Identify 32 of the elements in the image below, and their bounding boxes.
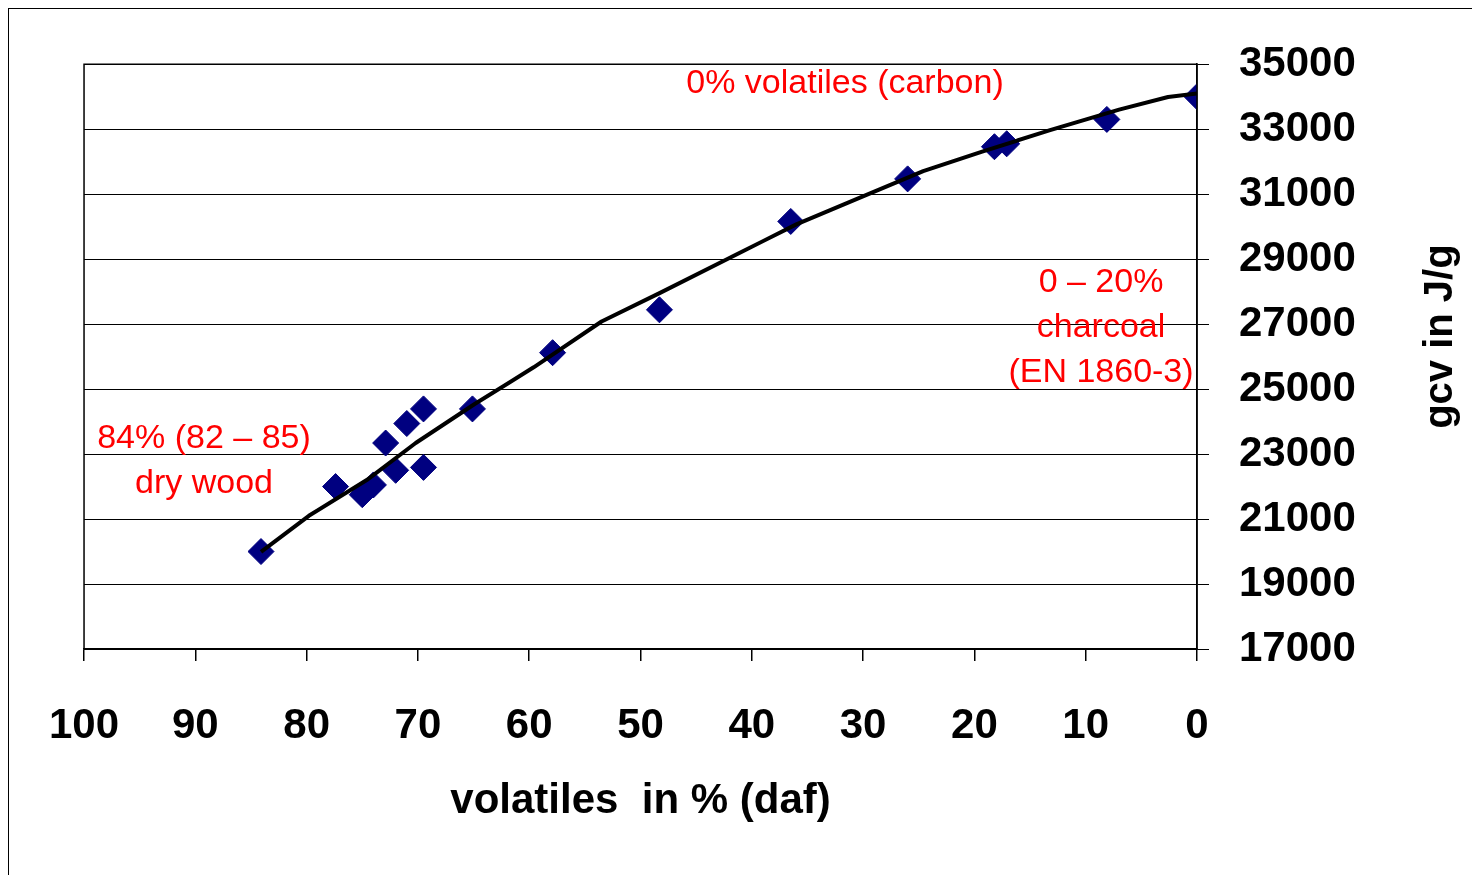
y-tick-label: 29000	[1239, 232, 1356, 280]
x-tick-label: 70	[394, 699, 442, 747]
x-tick-label: 90	[171, 699, 219, 747]
y-tick-label: 17000	[1239, 622, 1356, 670]
x-axis-title: volatiles in % (daf)	[450, 775, 831, 823]
x-tick-label: 10	[1062, 699, 1110, 747]
x-tick-label: 80	[283, 699, 330, 747]
x-tick-label: 60	[505, 699, 553, 747]
y-axis-title: gcv in J/g	[1416, 244, 1461, 429]
point	[382, 456, 410, 484]
x-tick-label: 0	[1185, 699, 1209, 747]
x-tick-label: 30	[839, 699, 887, 747]
point	[409, 453, 437, 481]
y-tick-label: 27000	[1239, 297, 1356, 345]
x-tick-label: 40	[728, 699, 776, 747]
point	[393, 410, 421, 438]
y-tick-label: 31000	[1239, 167, 1356, 215]
point	[322, 473, 350, 501]
x-tick-label: 50	[617, 699, 664, 747]
y-tick-label: 23000	[1239, 427, 1356, 475]
point	[409, 395, 437, 423]
y-tick-label: 33000	[1239, 102, 1356, 150]
point	[645, 296, 673, 324]
point	[372, 429, 400, 457]
y-tick-label: 35000	[1239, 37, 1356, 85]
annotation: 0% volatiles (carbon)	[686, 62, 1004, 101]
y-tick-label: 21000	[1239, 492, 1356, 540]
x-tick-label: 100	[49, 699, 120, 747]
y-tick-label: 25000	[1239, 362, 1356, 410]
x-tick-label: 20	[951, 699, 998, 747]
annotation: 84% (82 – 85) dry wood	[97, 417, 311, 501]
y-tick-label: 19000	[1239, 557, 1356, 605]
